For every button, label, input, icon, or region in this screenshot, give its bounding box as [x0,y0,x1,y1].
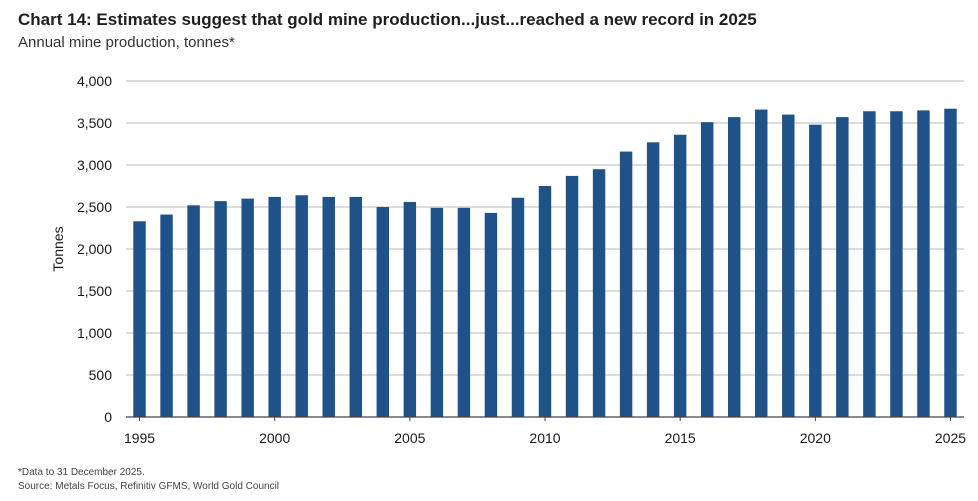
bar-2000 [268,196,281,417]
y-tick-label: 2,000 [77,241,112,257]
bar-2011 [565,175,579,417]
bar-2010 [538,186,552,417]
bar-2025 [944,108,957,417]
y-tick-label: 2,500 [77,199,112,215]
bar-2003 [349,196,362,417]
bar-2001 [295,195,308,417]
y-tick-label: 4,000 [77,73,112,89]
bar-2008 [484,212,498,417]
x-tick-label: 2025 [935,430,966,446]
bar-2012 [592,169,606,417]
data-footnote: *Data to 31 December 2025. [18,467,145,478]
bar-2022 [863,111,876,418]
bar-2016 [700,122,714,417]
bar-2021 [836,117,849,418]
chart-title: Chart 14: Estimates suggest that gold mi… [18,10,757,29]
y-tick-label: 1,000 [77,325,112,341]
y-tick-label: 500 [89,367,113,383]
bar-2013 [619,151,633,417]
bar-2006 [430,207,444,417]
bar-2017 [728,117,741,418]
x-tick-label: 1995 [124,430,155,446]
bar-2020 [809,124,822,418]
bar-2005 [403,201,417,417]
bar-2009 [511,197,525,417]
bar-1997 [187,205,200,417]
bar-2024 [917,110,930,418]
bar-2004 [376,207,390,417]
bar-2002 [322,196,335,417]
x-tick-label: 2000 [259,430,290,446]
bar-1999 [241,198,254,417]
y-axis-label: Tonnes [50,226,66,271]
bar-2007 [457,207,471,417]
bar-1996 [160,214,173,417]
bar-1995 [133,221,146,417]
source-note: Source: Metals Focus, Refinitiv GFMS, Wo… [18,481,280,492]
bar-2019 [782,114,795,417]
x-tick-label: 2010 [529,430,560,446]
bar-2023 [890,111,903,418]
x-tick-label: 2015 [665,430,696,446]
bar-1998 [214,201,227,417]
x-tick-label: 2020 [800,430,831,446]
y-tick-label: 0 [104,409,112,425]
x-tick-label: 2005 [394,430,425,446]
bar-2018 [755,109,768,417]
y-tick-label: 3,000 [77,157,112,173]
bar-2015 [673,134,687,417]
chart-subtitle: Annual mine production, tonnes* [18,34,235,51]
y-tick-label: 3,500 [77,115,112,131]
bar-2014 [646,142,660,417]
y-tick-label: 1,500 [77,283,112,299]
